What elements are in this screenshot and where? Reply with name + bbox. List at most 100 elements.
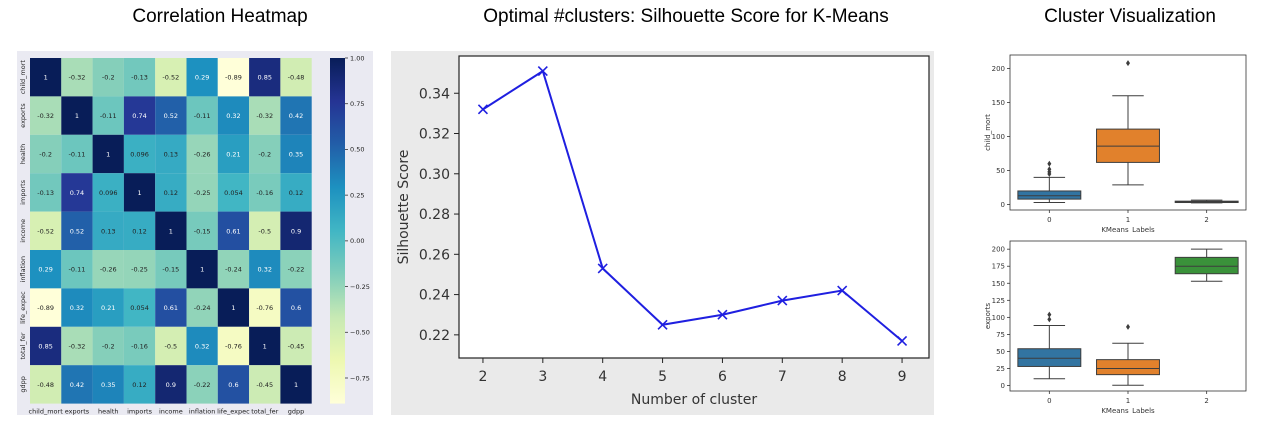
heatmap-cell-label: -0.26 [194,151,211,159]
line-x-tick-label: 7 [778,369,787,385]
line-x-tick-label: 5 [658,369,667,385]
heatmap-cell-label: 0.85 [258,74,272,82]
line-x-tick-label: 3 [538,369,547,385]
colorbar-tick-label: 1.00 [350,54,364,62]
heatmap-cell-label: 1 [75,112,79,120]
heatmap-cell [123,288,156,327]
heatmap-cell-label: -0.11 [100,112,117,120]
heatmap-cell [155,173,187,212]
line-y-tick-label: 0.28 [419,207,450,223]
box-outlier [1047,160,1052,167]
heatmap-y-tick: child_mort [19,60,27,95]
box-outlier [1047,311,1052,318]
heatmap-cell-label: -0.16 [131,343,148,351]
silhouette-line-chart: 0.22 0.24 0.26 0.28 0.30 0.32 0.34 2 3 4 5 6 7 8 9 Numb… [391,51,934,415]
line-x-tick-label: 4 [598,369,607,385]
heatmap-title: Correlation Heatmap [132,6,308,27]
heatmap-cell-label: -0.5 [258,227,271,235]
heatmap-cell [61,173,93,212]
heatmap-cell-label: -0.76 [256,304,273,312]
box-y-tick-label: 75 [996,331,1005,339]
heatmap-cell-label: 1 [137,189,141,197]
colorbar-tick-label: 0.00 [350,237,364,245]
heatmap-cell [30,365,62,404]
box-y-tick-label: 0 [1001,201,1005,209]
heatmap-cell [30,288,62,327]
silhouette-point-marker [597,263,608,274]
box-y-tick-label: 100 [992,314,1005,322]
line-x-tick-label: 2 [478,369,487,385]
box-y-axis-label: exports [984,302,992,329]
box-y-tick-label: 175 [992,263,1005,271]
heatmap-cell-label: 0.32 [195,343,209,351]
heatmap-cell-label: 1 [169,227,173,235]
heatmap-cell-label: 0.6 [228,381,238,389]
heatmap-cell [61,211,93,250]
heatmap-cell-label: -0.76 [225,343,242,351]
heatmap-cell-label: 0.12 [132,381,146,389]
box-outlier [1126,323,1130,330]
heatmap-cell [155,365,187,404]
heatmap-x-tick: income [159,408,183,415]
heatmap-cell-label: 0.29 [195,74,209,82]
heatmap-cell-label: 0.12 [164,189,178,197]
heatmap-cell-label: 0.35 [101,381,115,389]
heatmap-cell [217,96,250,135]
box-iqr [1096,359,1160,376]
heatmap-cell [249,96,281,135]
line-y-tick-label: 0.32 [419,127,450,143]
box-outlier [1126,60,1130,67]
heatmap-cell [280,173,312,212]
heatmap-cell-label: -0.2 [102,343,115,351]
heatmap-cell [249,326,281,366]
silhouette-point-marker [717,309,728,320]
heatmap-y-tick: gdpp [19,376,27,393]
heatmap-cell [123,173,156,212]
heatmap-cell [217,326,250,366]
heatmap-cell [217,250,250,289]
heatmap-cell [249,250,281,289]
marker-stroke [777,295,788,306]
heatmap-cell [155,134,187,174]
box-x-tick-label: 0 [1047,397,1051,405]
heatmap-cell-label: 0.054 [224,189,243,197]
heatmap-cell-label: -0.5 [165,343,178,351]
heatmap-x-tick: inflation [189,408,215,415]
heatmap-x-tick: imports [127,408,152,415]
heatmap-cell [280,58,312,97]
heatmap-cell-label: -0.52 [162,74,179,82]
line-x-axis-label: Number of cluster [631,392,757,408]
heatmap-cell-label: -0.11 [69,266,86,274]
silhouette-series-line [482,69,903,342]
heatmap-cell [217,134,250,174]
box-y-tick-label: 100 [992,133,1005,141]
heatmap-y-tick: exports [19,103,27,128]
line-plot-area [458,55,930,359]
heatmap-cell-label: -0.2 [39,151,52,159]
heatmap-cell [249,134,281,174]
silhouette-point-marker [537,66,548,77]
heatmap-cell-label: 0.32 [70,304,84,312]
heatmap-cell-label: 0.85 [38,343,52,351]
heatmap-cell [249,288,281,327]
marker-stroke [477,104,489,115]
heatmap-cell [123,96,156,135]
line-x-tick-label: 8 [838,369,847,385]
heatmap-cell-label: 0.13 [101,227,115,235]
heatmap-cell [249,173,281,212]
heatmap-cell [123,326,156,366]
heatmap-cell [186,326,218,366]
box-y-tick-label: 200 [992,246,1005,254]
heatmap-cell [217,211,250,250]
heatmap-cell-label: -0.25 [194,189,211,197]
colorbar-tick-label: 0.75 [350,100,364,108]
heatmap-cell [155,96,187,135]
heatmap-cell [280,326,312,366]
heatmap-cell-label: 0.12 [289,189,303,197]
heatmap-cell [30,326,62,366]
heatmap-cell [92,134,124,174]
box-iqr [1017,190,1082,200]
heatmap-cell [217,173,250,212]
heatmap-cell-label: -0.22 [288,266,305,274]
heatmap-cell-label: 0.52 [164,112,178,120]
